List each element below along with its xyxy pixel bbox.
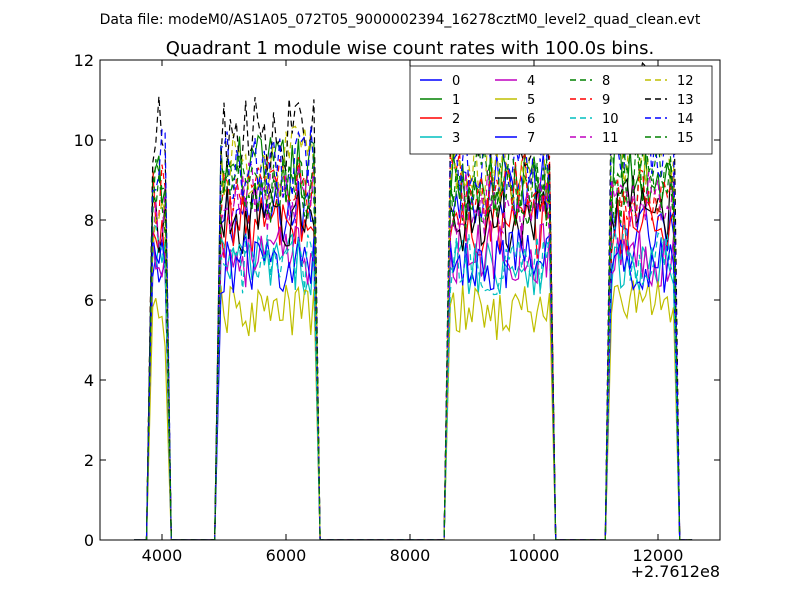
series-line-3 (134, 232, 693, 540)
legend-label-5: 5 (527, 93, 535, 108)
legend-label-11: 11 (602, 131, 619, 146)
legend-label-3: 3 (452, 131, 460, 146)
legend-label-15: 15 (677, 131, 694, 146)
y-tick-label: 4 (84, 371, 94, 390)
legend-box (409, 65, 713, 155)
y-tick-label: 12 (74, 51, 94, 70)
legend-label-4: 4 (527, 74, 535, 89)
y-tick-label: 8 (84, 211, 94, 230)
legend-label-8: 8 (602, 74, 610, 89)
series-line-12 (134, 111, 693, 540)
legend-label-7: 7 (527, 131, 535, 146)
y-tick-label: 10 (74, 131, 94, 150)
legend-label-14: 14 (677, 112, 694, 127)
legend-label-1: 1 (452, 93, 460, 108)
series-line-15 (134, 129, 693, 540)
series-line-5 (134, 280, 693, 540)
x-tick-label: 8000 (390, 546, 431, 565)
x-tick-label: 12000 (633, 546, 684, 565)
legend-label-13: 13 (677, 93, 694, 108)
legend-label-0: 0 (452, 74, 460, 89)
legend-label-6: 6 (527, 112, 535, 127)
x-offset-label: +2.7612e8 (631, 562, 720, 581)
legend-label-2: 2 (452, 112, 460, 127)
y-tick-label: 0 (84, 531, 94, 550)
chart-title: Quadrant 1 module wise count rates with … (166, 38, 655, 59)
legend-label-9: 9 (602, 93, 610, 108)
chart-suptitle: Data file: modeM0/AS1A05_072T05_90000023… (100, 12, 701, 28)
series-line-7 (134, 229, 693, 540)
legend-label-10: 10 (602, 112, 619, 127)
plot-frame (99, 59, 721, 541)
x-tick-label: 4000 (142, 546, 183, 565)
legend-label-12: 12 (677, 74, 694, 89)
series-line-8 (134, 157, 693, 540)
series-line-10 (134, 223, 693, 540)
x-tick-label: 10000 (509, 546, 560, 565)
y-tick-label: 2 (84, 451, 94, 470)
x-tick-label: 6000 (266, 546, 307, 565)
y-tick-label: 6 (84, 291, 94, 310)
